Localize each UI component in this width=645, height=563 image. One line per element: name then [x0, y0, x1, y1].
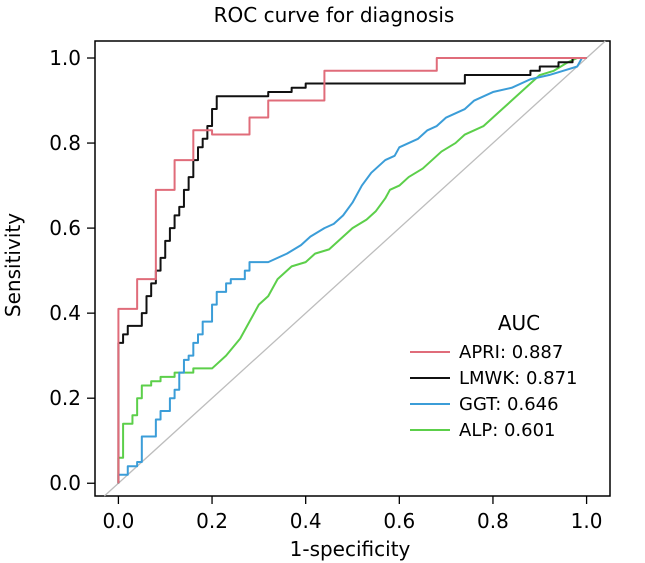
x-axis-label: 1-specificity [290, 537, 411, 561]
x-tick-label: 0.2 [196, 509, 228, 533]
x-axis: 0.0 0.2 0.4 0.6 0.8 1.0 [103, 496, 603, 533]
legend-title: AUC [498, 311, 540, 335]
roc-series-group [117, 57, 587, 484]
roc-line-ggt [117, 57, 587, 484]
y-axis: 0.0 0.2 0.4 0.6 0.8 1.0 [49, 46, 95, 495]
legend-entry-ggt: GGT: 0.646 [459, 394, 559, 415]
y-tick-label: 0.0 [49, 471, 81, 495]
legend: AUC APRI: 0.887 LMWK: 0.871 GGT: 0.646 ALP:… [410, 311, 577, 441]
y-tick-label: 0.2 [49, 386, 81, 410]
x-tick-label: 0.0 [103, 509, 135, 533]
x-tick-label: 0.4 [290, 509, 322, 533]
y-tick-label: 0.4 [49, 301, 81, 325]
roc-line-alp [117, 57, 587, 484]
y-tick-label: 1.0 [49, 46, 81, 70]
y-axis-label: Sensitivity [1, 213, 25, 317]
roc-line-lmwk [117, 57, 587, 484]
x-tick-label: 1.0 [571, 509, 603, 533]
legend-entry-apri: APRI: 0.887 [459, 342, 563, 363]
reference-diagonal-line [103, 40, 606, 497]
y-tick-label: 0.6 [49, 216, 81, 240]
chart-title: ROC curve for diagnosis [214, 3, 455, 27]
x-tick-label: 0.6 [383, 509, 415, 533]
legend-entry-alp: ALP: 0.601 [459, 420, 556, 441]
plot-frame [94, 40, 611, 497]
y-tick-label: 0.8 [49, 131, 81, 155]
legend-entry-lmwk: LMWK: 0.871 [459, 368, 577, 389]
roc-line-apri [117, 57, 587, 484]
x-tick-label: 0.8 [477, 509, 509, 533]
